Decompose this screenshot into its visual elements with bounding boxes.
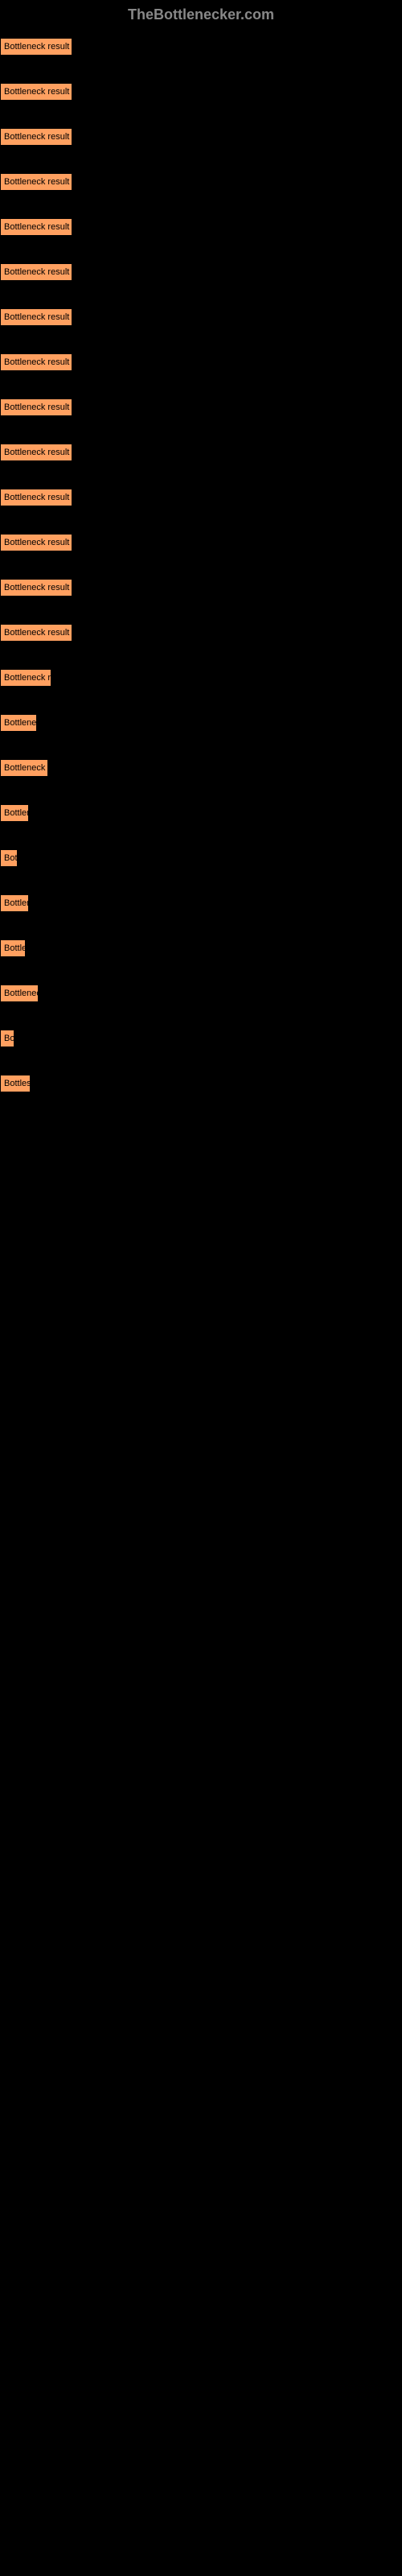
bar-label: Bottleneck result	[4, 312, 69, 322]
bar-row: Bo	[0, 1030, 402, 1047]
bar: Bottlen	[0, 804, 29, 822]
bar-row: Bottleneck result	[0, 489, 402, 506]
bar: Bottlen	[0, 894, 29, 912]
bar-label: Bottleneck result	[4, 628, 69, 638]
bar-row: Bottleneck result	[0, 444, 402, 461]
bar-label: Bot	[4, 853, 18, 863]
bar: Bottleneck result	[0, 83, 72, 101]
bar-label: Bottleneck result	[4, 222, 69, 232]
bar-row: Bot	[0, 849, 402, 867]
bar-row: Bottle	[0, 939, 402, 957]
bar-label: Bottleneck r	[4, 763, 48, 773]
bar-label: Bo	[4, 1034, 14, 1043]
bar-row: Bottleneck result	[0, 38, 402, 56]
bar-row: Bottleneck r	[0, 759, 402, 777]
bar-row: Bottleneck result	[0, 263, 402, 281]
bar-row: Bottlen	[0, 804, 402, 822]
bar-label: Bottleneck result	[4, 267, 69, 277]
bar-row: Bottlenec	[0, 985, 402, 1002]
bar: Bottlenec	[0, 985, 39, 1002]
header: TheBottlenecker.com	[0, 0, 402, 30]
bar: Bottleneck result	[0, 308, 72, 326]
bar-label: Bottleneck result	[4, 448, 69, 457]
bar: Bottles	[0, 1075, 31, 1092]
bar-row: Bottleneck result	[0, 173, 402, 191]
bar: Bottleneck result	[0, 218, 72, 236]
bar-row: Bottleneck result	[0, 218, 402, 236]
bar-row: Bottles	[0, 1075, 402, 1092]
bar-label: Bottleneck result	[4, 42, 69, 52]
chart-area: Bottleneck result Bottleneck result Bottle…	[0, 30, 402, 1128]
bar-label: Bottlen	[4, 898, 29, 908]
bar-label: Bottlen	[4, 808, 29, 818]
bar: Bottleneck result	[0, 38, 72, 56]
bar-label: Bottleneck result	[4, 493, 69, 502]
bar: Bottleneck result	[0, 353, 72, 371]
bar-row: Bottleneck result	[0, 353, 402, 371]
bar-label: Bottleneck result	[4, 132, 69, 142]
bar-row: Bottleneck result	[0, 579, 402, 597]
bar-row: Bottlenec	[0, 714, 402, 732]
bar: Bottle	[0, 939, 26, 957]
bar-label: Bottleneck result	[4, 87, 69, 97]
bar: Bottleneck result	[0, 534, 72, 551]
bar-label: Bottleneck result	[4, 402, 69, 412]
bar: Bottleneck result	[0, 444, 72, 461]
bar-label: Bottleneck result	[4, 583, 69, 592]
bar: Bottleneck result	[0, 263, 72, 281]
bar-row: Bottleneck result	[0, 83, 402, 101]
bar-row: Bottleneck result	[0, 624, 402, 642]
bar: Bottleneck result	[0, 398, 72, 416]
bar: Bottleneck result	[0, 489, 72, 506]
bar-row: Bottlen	[0, 894, 402, 912]
bar-row: Bottleneck result	[0, 398, 402, 416]
bar-label: Bottleneck result	[4, 538, 69, 547]
bar-label: Bottleneck re	[4, 673, 51, 683]
bar-row: Bottleneck result	[0, 308, 402, 326]
bar: Bot	[0, 849, 18, 867]
bar: Bottleneck result	[0, 579, 72, 597]
bar-label: Bottleneck result	[4, 177, 69, 187]
bar-label: Bottle	[4, 943, 26, 953]
bar: Bottleneck r	[0, 759, 48, 777]
bar: Bottleneck result	[0, 128, 72, 146]
bar-label: Bottleneck result	[4, 357, 69, 367]
bar: Bottlenec	[0, 714, 37, 732]
bar-row: Bottleneck result	[0, 128, 402, 146]
bar: Bo	[0, 1030, 14, 1047]
bar-row: Bottleneck re	[0, 669, 402, 687]
bar-row: Bottleneck result	[0, 534, 402, 551]
bar-label: Bottles	[4, 1079, 31, 1088]
bar: Bottleneck result	[0, 624, 72, 642]
bar-label: Bottlenec	[4, 718, 37, 728]
site-title: TheBottlenecker.com	[128, 6, 274, 23]
bar: Bottleneck re	[0, 669, 51, 687]
bar: Bottleneck result	[0, 173, 72, 191]
bar-label: Bottlenec	[4, 989, 39, 998]
